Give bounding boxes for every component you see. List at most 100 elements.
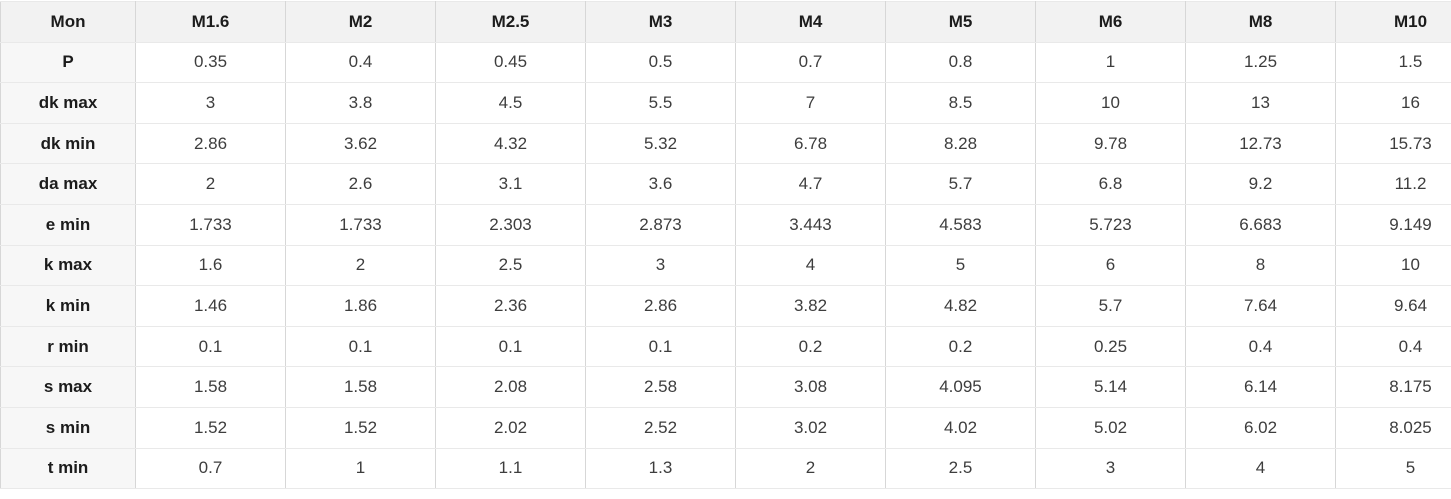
table-cell: 6 [1035, 244, 1186, 287]
table-cell: 2 [135, 163, 286, 205]
header-row: Mon M1.6 M2 M2.5 M3 M4 M5 M6 M8 M10 [0, 1, 1451, 43]
screw-dimensions-table: Mon M1.6 M2 M2.5 M3 M4 M5 M6 M8 M10 P 0.35 0.4 0.45 0… [0, 1, 1451, 490]
table-row: r min 0.1 0.1 0.1 0.1 0.2 0.2 0.25 0.4 0.4 [0, 325, 1451, 368]
table-cell: 0.1 [135, 325, 286, 368]
table-cell: 5.32 [585, 122, 736, 165]
table-cell: 8.025 [1335, 406, 1451, 449]
table-cell: 2 [735, 447, 886, 490]
table-cell: 11.2 [1335, 163, 1451, 205]
table-cell: 0.5 [585, 41, 736, 84]
table-cell: 9.78 [1035, 122, 1186, 165]
table-cell: 3 [135, 82, 286, 124]
table-cell: 2.08 [435, 366, 586, 408]
table-cell: 0.7 [135, 447, 286, 490]
table-cell: 0.45 [435, 41, 586, 84]
table-cell: 1 [285, 447, 436, 490]
table-row: t min 0.7 1 1.1 1.3 2 2.5 3 4 5 [0, 447, 1451, 490]
table-cell: 0.4 [285, 41, 436, 84]
table-cell: 0.1 [435, 325, 586, 368]
table-cell: 4.82 [885, 285, 1036, 327]
table-cell: 1.25 [1185, 41, 1336, 84]
table-cell: 9.149 [1335, 203, 1451, 246]
table-cell: 1.3 [585, 447, 736, 490]
table-cell: 6.8 [1035, 163, 1186, 205]
table-cell: 12.73 [1185, 122, 1336, 165]
table-cell: 2.36 [435, 285, 586, 327]
table-cell: 3.1 [435, 163, 586, 205]
table-cell: 1.1 [435, 447, 586, 490]
table-cell: 0.8 [885, 41, 1036, 84]
row-header: dk min [0, 122, 136, 165]
table-cell: 13 [1185, 82, 1336, 124]
table-cell: 2.86 [585, 285, 736, 327]
table-cell: 2 [285, 244, 436, 287]
table-cell: 1.52 [135, 406, 286, 449]
table-row: s max 1.58 1.58 2.08 2.58 3.08 4.095 5.14 6.14 8.… [0, 366, 1451, 408]
table-cell: 2.5 [435, 244, 586, 287]
row-header: r min [0, 325, 136, 368]
table-row: k min 1.46 1.86 2.36 2.86 3.82 4.82 5.7 7.64 9.64 [0, 285, 1451, 327]
table-cell: 6.14 [1185, 366, 1336, 408]
table-cell: 8.5 [885, 82, 1036, 124]
table-row: da max 2 2.6 3.1 3.6 4.7 5.7 6.8 9.2 11.2 [0, 163, 1451, 205]
table-row: P 0.35 0.4 0.45 0.5 0.7 0.8 1 1.25 1.5 [0, 41, 1451, 84]
table-cell: 4 [1185, 447, 1336, 490]
table-row: k max 1.6 2 2.5 3 4 5 6 8 10 [0, 244, 1451, 287]
table-cell: 3.8 [285, 82, 436, 124]
table-cell: 5.723 [1035, 203, 1186, 246]
table-cell: 1.5 [1335, 41, 1451, 84]
table-cell: 2.6 [285, 163, 436, 205]
table-cell: 3.443 [735, 203, 886, 246]
column-header: M2.5 [435, 1, 586, 43]
column-header: M2 [285, 1, 436, 43]
table-cell: 3.6 [585, 163, 736, 205]
table-cell: 8.28 [885, 122, 1036, 165]
row-header: k max [0, 244, 136, 287]
table-cell: 0.2 [735, 325, 886, 368]
row-header: s min [0, 406, 136, 449]
column-header: M4 [735, 1, 886, 43]
table-cell: 2.873 [585, 203, 736, 246]
table-row: dk max 3 3.8 4.5 5.5 7 8.5 10 13 16 [0, 82, 1451, 124]
table-cell: 7.64 [1185, 285, 1336, 327]
table-cell: 6.02 [1185, 406, 1336, 449]
row-header: t min [0, 447, 136, 490]
row-header: e min [0, 203, 136, 246]
table-cell: 0.4 [1335, 325, 1451, 368]
table-cell: 4.7 [735, 163, 886, 205]
table-row: s min 1.52 1.52 2.02 2.52 3.02 4.02 5.02 6.02 8.0… [0, 406, 1451, 449]
table-cell: 1.733 [135, 203, 286, 246]
table-cell: 3 [585, 244, 736, 287]
table-cell: 4.32 [435, 122, 586, 165]
table-cell: 6.78 [735, 122, 886, 165]
table-cell: 1 [1035, 41, 1186, 84]
table-cell: 2.5 [885, 447, 1036, 490]
column-header: M5 [885, 1, 1036, 43]
table-cell: 2.303 [435, 203, 586, 246]
table-cell: 0.25 [1035, 325, 1186, 368]
table-cell: 3.08 [735, 366, 886, 408]
table-cell: 0.7 [735, 41, 886, 84]
table-cell: 1.733 [285, 203, 436, 246]
column-header: M8 [1185, 1, 1336, 43]
table-cell: 0.1 [585, 325, 736, 368]
table-cell: 4.5 [435, 82, 586, 124]
table-cell: 2.02 [435, 406, 586, 449]
table-cell: 7 [735, 82, 886, 124]
table-cell: 2.52 [585, 406, 736, 449]
table-cell: 3.02 [735, 406, 886, 449]
table-cell: 15.73 [1335, 122, 1451, 165]
table-cell: 0.2 [885, 325, 1036, 368]
table-cell: 5 [1335, 447, 1451, 490]
table-cell: 4.583 [885, 203, 1036, 246]
table-cell: 5.7 [1035, 285, 1186, 327]
table-cell: 10 [1035, 82, 1186, 124]
table-cell: 3 [1035, 447, 1186, 490]
table-cell: 5.5 [585, 82, 736, 124]
table-cell: 3.82 [735, 285, 886, 327]
table-cell: 1.52 [285, 406, 436, 449]
table-cell: 0.1 [285, 325, 436, 368]
row-header: s max [0, 366, 136, 408]
table-cell: 2.86 [135, 122, 286, 165]
